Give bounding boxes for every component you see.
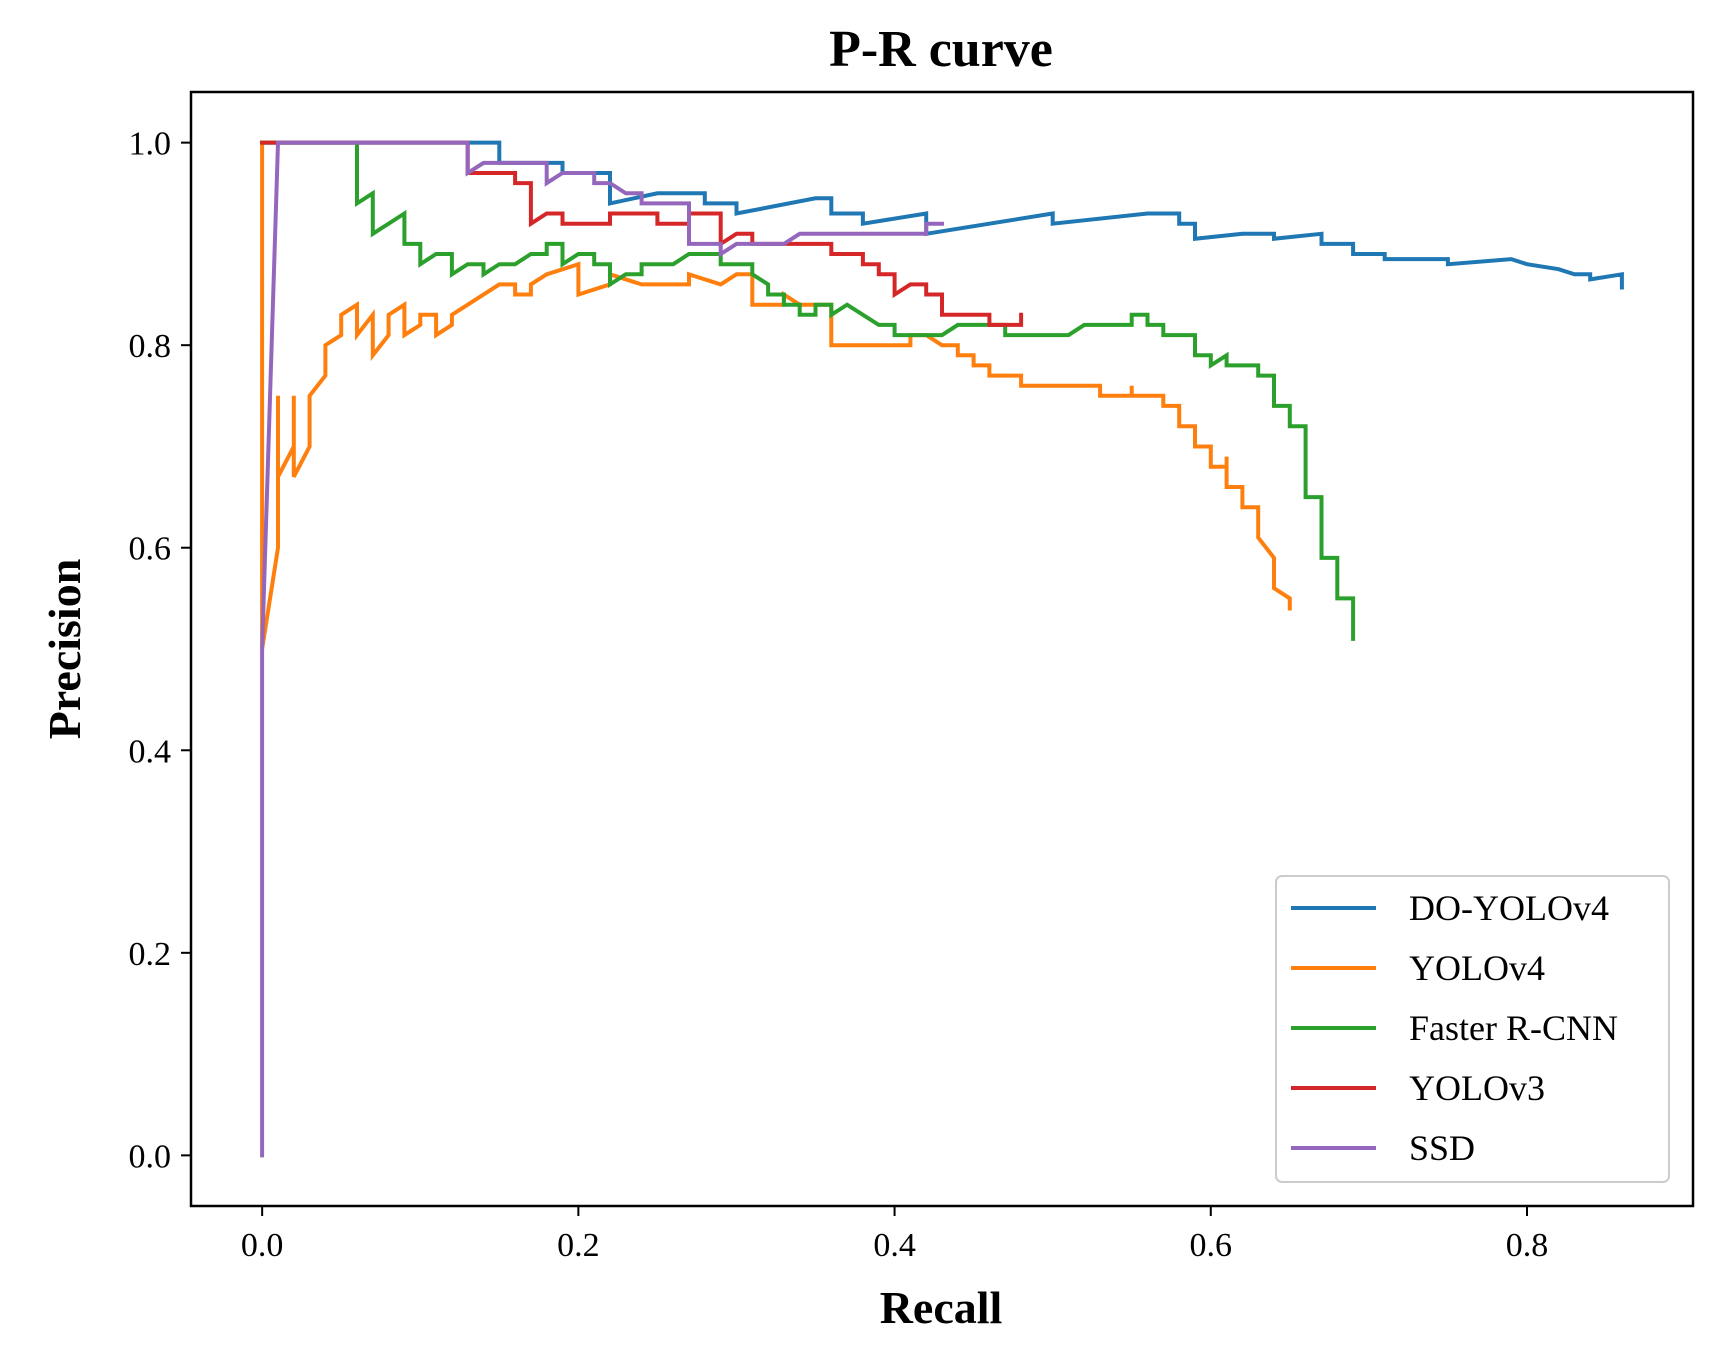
series-line-do-yolov4 — [260, 140, 1624, 290]
series-line-faster-r-cnn — [260, 140, 1356, 641]
y-tick-label: 0.6 — [129, 531, 172, 568]
legend-box — [1275, 875, 1670, 1183]
series-line-yolov3 — [260, 140, 1024, 327]
legend-items: DO-YOLOv4 YOLOv4 Faster R-CNN YOLOv3 SSD — [1291, 888, 1618, 1168]
y-axis-ticks: 0.0 0.2 0.4 0.6 0.8 1.0 — [129, 126, 191, 1175]
x-tick-label: 0.8 — [1506, 1227, 1549, 1264]
legend-label: Faster R-CNN — [1409, 1008, 1618, 1048]
y-tick-label: 0.4 — [129, 733, 172, 770]
legend-label: YOLOv3 — [1409, 1068, 1545, 1108]
series-line-ssd — [260, 140, 944, 1158]
x-tick-label: 0.0 — [241, 1227, 284, 1264]
y-axis-label: Precision — [39, 559, 90, 740]
plot-lines — [260, 140, 1624, 1158]
legend: DO-YOLOv4 YOLOv4 Faster R-CNN YOLOv3 SSD — [1275, 875, 1670, 1183]
legend-label: DO-YOLOv4 — [1409, 888, 1609, 928]
legend-label: SSD — [1409, 1128, 1475, 1168]
y-tick-label: 0.8 — [129, 328, 172, 365]
y-tick-label: 0.0 — [129, 1138, 172, 1175]
chart-title: P-R curve — [829, 21, 1053, 78]
y-tick-label: 1.0 — [129, 126, 172, 163]
x-axis-label: Recall — [880, 1282, 1003, 1333]
x-tick-label: 0.2 — [557, 1227, 600, 1264]
x-tick-label: 0.6 — [1190, 1227, 1233, 1264]
x-axis-ticks: 0.0 0.2 0.4 0.6 0.8 — [241, 1206, 1548, 1264]
x-tick-label: 0.4 — [873, 1227, 916, 1264]
legend-label: YOLOv4 — [1409, 948, 1545, 988]
axes-frame — [189, 90, 1695, 1208]
y-tick-label: 0.2 — [129, 936, 172, 973]
